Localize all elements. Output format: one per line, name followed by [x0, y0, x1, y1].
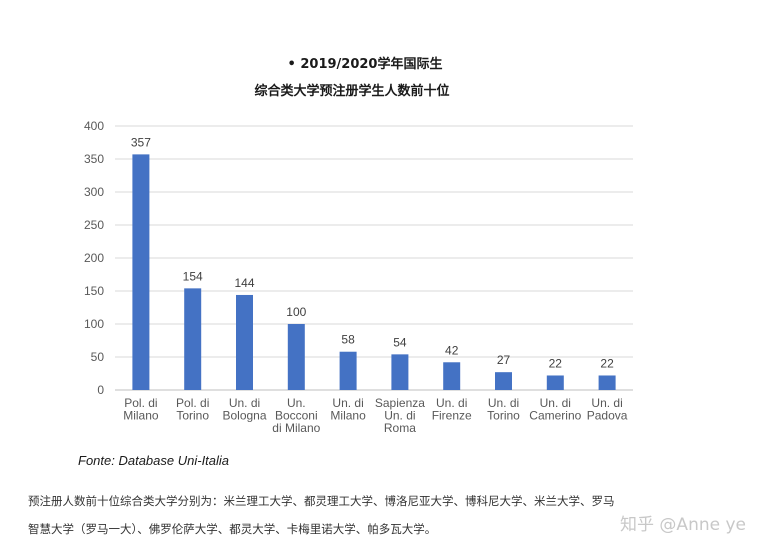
category-label: Un. di Padova [587, 396, 628, 423]
y-tick-label: 250 [84, 218, 104, 232]
data-labels: 357 154 144 100 58 54 42 27 22 22 [131, 135, 614, 370]
category-label: Un. di Torino [487, 396, 520, 423]
bar [598, 375, 616, 390]
zhihu-watermark: 知乎 @Anne ye [620, 515, 746, 535]
data-label: 100 [286, 305, 306, 319]
category-label: Sapienza Un. di Roma [375, 396, 425, 435]
bar [287, 324, 305, 390]
bar [339, 351, 357, 390]
category-label: Pol. di Milano [123, 396, 159, 423]
bars [132, 154, 616, 390]
category-label: Un. di Bologna [222, 396, 266, 423]
category-label: Un. Bocconi di Milano [272, 396, 320, 435]
data-label: 42 [445, 343, 459, 357]
y-axis-ticks: 0 50 100 150 200 250 300 350 400 [84, 119, 104, 397]
description-line-1: 预注册人数前十位综合类大学分别为：米兰理工大学、都灵理工大学、博洛尼亚大学、博科… [28, 494, 615, 508]
chart-subtitle: 综合类大学预注册学生人数前十位 [254, 83, 449, 99]
chart-title: • 2019/2020学年国际生 [288, 56, 443, 72]
category-label: Un. di Milano [330, 396, 366, 423]
data-label: 54 [393, 335, 407, 349]
y-tick-label: 100 [84, 317, 104, 331]
data-label: 144 [234, 276, 254, 290]
bar [184, 288, 202, 390]
y-tick-label: 300 [84, 185, 104, 199]
data-label: 58 [341, 333, 355, 347]
category-label: Pol. di Torino [176, 396, 209, 423]
category-label: Un. di Camerino [529, 396, 581, 423]
bar [443, 362, 461, 390]
data-label: 22 [549, 356, 563, 370]
y-tick-label: 350 [84, 152, 104, 166]
data-label: 357 [131, 135, 151, 149]
bar [546, 375, 564, 390]
y-tick-label: 50 [91, 350, 105, 364]
y-tick-label: 150 [84, 284, 104, 298]
y-tick-label: 200 [84, 251, 104, 265]
gridlines [115, 125, 633, 391]
data-label: 154 [183, 269, 203, 283]
data-label: 22 [600, 356, 614, 370]
bar [132, 154, 150, 390]
y-tick-label: 400 [84, 119, 104, 133]
y-tick-label: 0 [97, 383, 104, 397]
bar [391, 354, 409, 390]
bar [236, 294, 253, 390]
bar-chart: • 2019/2020学年国际生 综合类大学预注册学生人数前十位 0 50 100 1… [84, 56, 633, 435]
bar [495, 372, 512, 390]
source-note: Fonte: Database Uni-Italia [78, 453, 230, 468]
category-label: Un. di Firenze [432, 396, 472, 423]
data-label: 27 [497, 353, 511, 367]
description-line-2: 智慧大学（罗马一大）、佛罗伦萨大学、都灵大学、卡梅里诺大学、帕多瓦大学。 [28, 522, 437, 536]
